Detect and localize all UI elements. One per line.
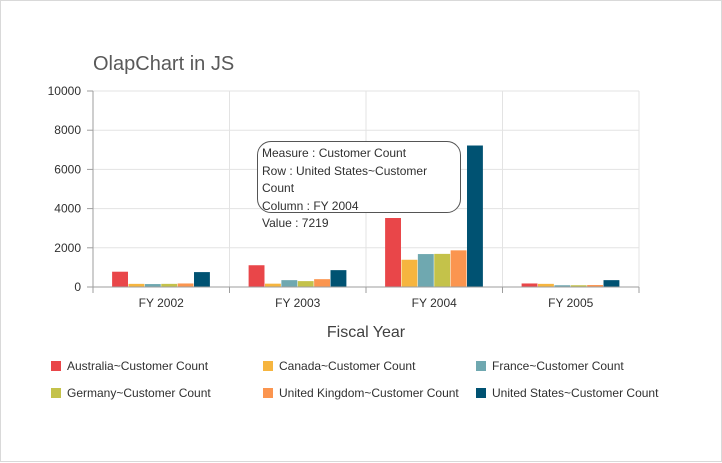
bar[interactable] [314,279,331,287]
bar[interactable] [128,283,145,287]
bar[interactable] [385,218,401,287]
legend-swatch [476,388,486,398]
x-tick-label: FY 2005 [548,296,593,310]
bar[interactable] [177,283,194,287]
bar[interactable] [417,254,434,287]
x-axis-title: Fiscal Year [326,324,406,341]
bar[interactable] [401,259,418,287]
bar[interactable] [570,285,587,287]
bars-layer [112,145,620,287]
legend-label: Canada~Customer Count [279,359,416,373]
bar[interactable] [248,265,265,287]
x-tick-label: FY 2004 [412,296,457,310]
chart-title: OlapChart in JS [93,53,235,75]
bar[interactable] [161,283,178,287]
legend-swatch [51,361,61,371]
legend-item[interactable]: Canada~Customer Count [263,359,415,373]
bar[interactable] [537,283,554,287]
x-tick-label: FY 2003 [275,296,320,310]
legend-item[interactable]: United States~Customer Count [476,386,658,400]
bar[interactable] [434,253,451,287]
y-tick-label: 0 [74,280,81,294]
bar[interactable] [603,280,620,287]
y-tick-label: 2000 [54,241,81,255]
bar[interactable] [467,145,483,287]
bar[interactable] [554,285,571,287]
legend-item[interactable]: United Kingdom~Customer Count [263,386,459,400]
bar[interactable] [587,285,604,287]
tooltip-row: Row : United States~Customer Count [262,163,428,196]
legend-label: United Kingdom~Customer Count [279,386,459,400]
y-tick-label: 10000 [48,84,82,98]
tooltip-measure: Measure : Customer Count [262,146,407,160]
tooltip-value: Value : 7219 [262,216,329,230]
y-tick-label: 6000 [54,162,81,176]
bar[interactable] [264,283,281,287]
bar[interactable] [144,284,161,287]
legend-swatch [476,361,486,371]
bar[interactable] [450,250,467,287]
legend-label: Australia~Customer Count [67,359,209,373]
bar[interactable] [521,283,538,287]
bar[interactable] [330,270,347,287]
legend-swatch [263,388,273,398]
legend-swatch [263,361,273,371]
y-tick-label: 4000 [54,202,81,216]
legend-label: United States~Customer Count [492,386,659,400]
axis-layer: 0 2000 4000 6000 8000 10000 FY 2002 FY 2003 FY 2… [48,84,640,310]
y-tick-label: 8000 [54,123,81,137]
chart-tooltip: Measure : Customer Count Row : United St… [257,141,461,230]
legend-label: Germany~Customer Count [67,386,211,400]
bar[interactable] [194,272,210,287]
bar[interactable] [112,271,128,287]
legend-item[interactable]: Germany~Customer Count [51,386,211,400]
legend-item[interactable]: France~Customer Count [476,359,624,373]
x-tick-label: FY 2002 [139,296,184,310]
tooltip-column: Column : FY 2004 [262,198,359,213]
bar[interactable] [281,280,298,287]
bar[interactable] [297,281,314,287]
legend-label: France~Customer Count [492,359,624,373]
legend-item[interactable]: Australia~Customer Count [51,359,208,373]
legend-swatch [51,388,61,398]
